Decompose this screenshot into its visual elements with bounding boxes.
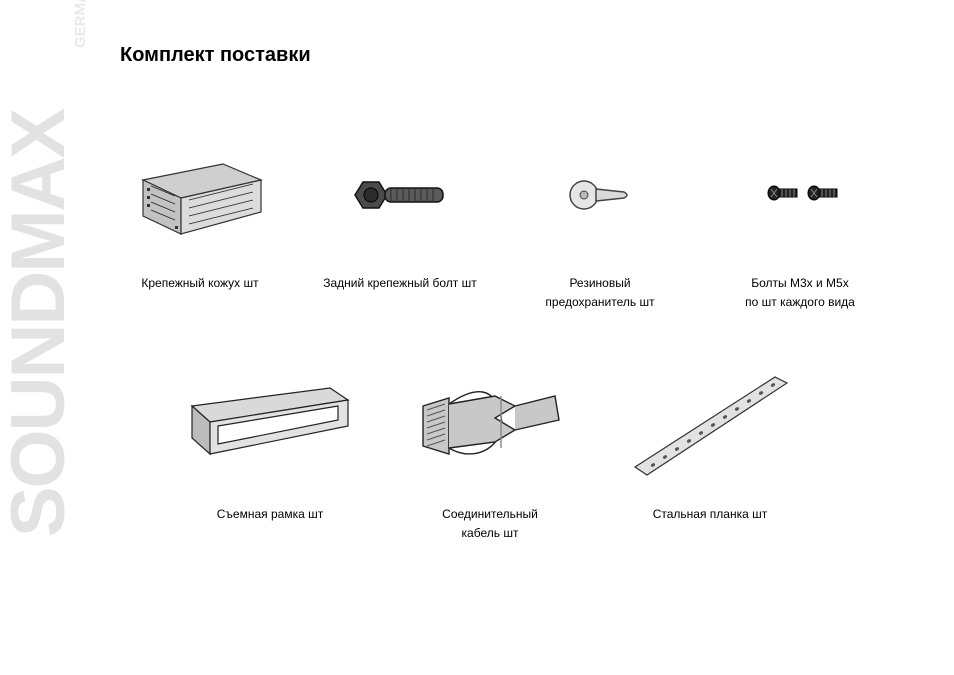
item-caption-line2: по шт каждого вида <box>745 293 855 312</box>
item-caption: Задний крепежный болт шт <box>323 274 476 293</box>
row-2: Съемная рамка шт <box>160 371 920 542</box>
brand-wordmark: SOUNDMAX <box>0 110 82 537</box>
item-mounting-cage: Крепежный кожух шт <box>100 140 300 311</box>
item-caption-line1: Соединительный <box>442 505 538 524</box>
harness-cable-icon <box>415 371 565 481</box>
item-caption: Стальная планка шт <box>653 505 768 524</box>
item-caption: Крепежный кожух шт <box>141 274 258 293</box>
bolts-icon <box>750 140 850 250</box>
item-steel-strap: Стальная планка шт <box>600 371 820 542</box>
page-title: Комплект поставки <box>120 44 311 67</box>
row-1: Крепежный кожух шт <box>100 140 920 311</box>
item-caption-line1: Болты M3x и M5x <box>745 274 855 293</box>
item-caption-line1: Резиновый <box>545 274 654 293</box>
item-rear-bolt: Задний крепежный болт шт <box>300 140 500 311</box>
item-caption: Болты M3x и M5x по шт каждого вида <box>745 274 855 311</box>
trim-frame-icon <box>180 371 360 481</box>
item-caption: Съемная рамка шт <box>217 505 323 524</box>
item-caption: Соединительный кабель шт <box>442 505 538 542</box>
item-caption: Резиновый предохранитель шт <box>545 274 654 311</box>
item-rubber-protector: Резиновый предохранитель шт <box>500 140 700 311</box>
item-harness-cable: Соединительный кабель шт <box>380 371 600 542</box>
rubber-protector-icon <box>560 140 640 250</box>
item-caption-line2: предохранитель шт <box>545 293 654 312</box>
rear-bolt-icon <box>345 140 455 250</box>
mounting-cage-icon <box>133 140 268 250</box>
item-bolts: Болты M3x и M5x по шт каждого вида <box>700 140 900 311</box>
steel-strap-icon <box>625 371 795 481</box>
brand-subtext: GERMANY <box>72 0 89 48</box>
item-caption-line2: кабель шт <box>442 524 538 543</box>
items-grid: Крепежный кожух шт <box>100 140 920 542</box>
item-trim-frame: Съемная рамка шт <box>160 371 380 542</box>
